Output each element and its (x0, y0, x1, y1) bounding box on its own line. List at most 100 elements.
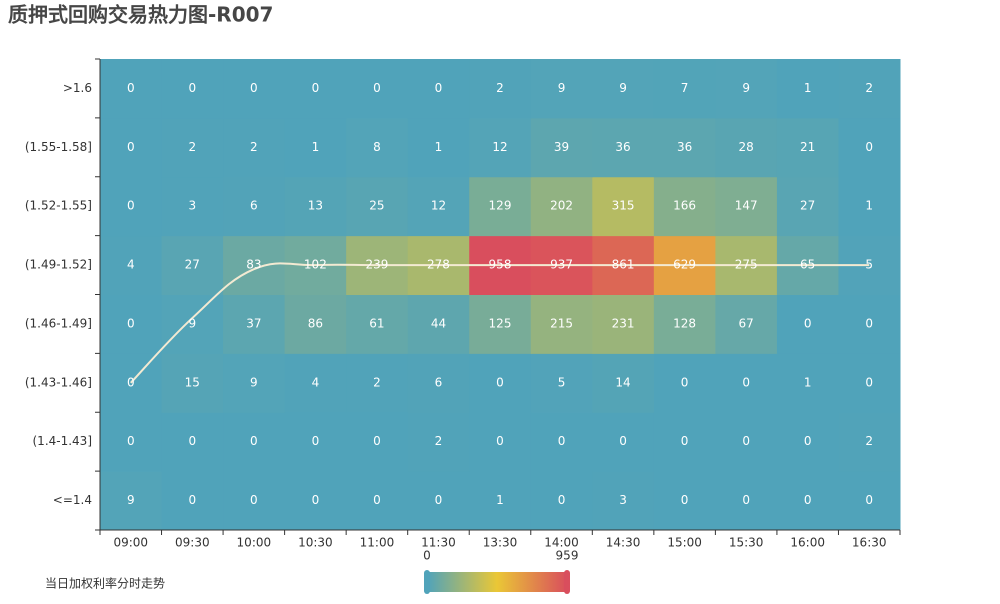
heat-cell (715, 59, 778, 119)
heat-cell (838, 294, 901, 354)
heat-cell (530, 294, 593, 354)
heat-cell (592, 353, 655, 413)
heat-cell (776, 59, 839, 119)
cell-label: 937 (550, 258, 573, 272)
heat-cell (407, 412, 470, 472)
cell-label: 0 (865, 375, 873, 389)
cell-label: 0 (681, 493, 689, 507)
heat-cell (469, 117, 532, 178)
cell-label: 231 (612, 316, 635, 330)
visual-map-handle[interactable] (564, 570, 570, 594)
cell-label: 0 (742, 493, 750, 507)
cell-label: 44 (431, 316, 446, 330)
heat-cell (715, 353, 778, 413)
cell-label: 0 (804, 434, 812, 448)
cell-label: 0 (435, 493, 443, 507)
cell-label: 1 (804, 81, 812, 95)
heat-cell (776, 176, 839, 237)
cell-label: 1 (312, 140, 320, 154)
cell-label: 25 (369, 199, 384, 213)
y-tick-label: (1.52-1.55] (25, 199, 92, 213)
heat-cell (100, 117, 163, 178)
heat-cell (530, 117, 593, 178)
cell-label: 2 (373, 375, 381, 389)
cell-label: 7 (681, 81, 689, 95)
heat-cell (100, 59, 163, 119)
heat-cell (100, 294, 163, 354)
cell-label: 0 (619, 434, 627, 448)
cell-label: 5 (558, 375, 566, 389)
heat-cell (284, 117, 347, 178)
heat-cell (715, 471, 778, 531)
y-tick-label: (1.55-1.58] (25, 140, 92, 154)
heat-cell (776, 117, 839, 178)
visual-map-min: 0 (423, 549, 431, 563)
heat-cell (469, 353, 532, 413)
cell-label: 0 (312, 434, 320, 448)
heat-cell (346, 294, 409, 354)
x-tick-label: 15:00 (667, 536, 702, 550)
visual-map-max: 959 (556, 549, 579, 563)
cell-label: 202 (550, 199, 573, 213)
heat-cell (838, 412, 901, 472)
cell-label: 128 (673, 316, 696, 330)
heat-cell (223, 353, 286, 413)
cell-label: 0 (127, 375, 135, 389)
cell-label: 147 (735, 199, 758, 213)
cell-label: 2 (188, 140, 196, 154)
cell-label: 0 (127, 140, 135, 154)
cell-label: 0 (188, 81, 196, 95)
heat-cell (223, 117, 286, 178)
x-tick-label: 15:30 (729, 536, 764, 550)
cell-label: 1 (804, 375, 812, 389)
x-tick-label: 14:00 (544, 536, 579, 550)
heat-cell (592, 412, 655, 472)
x-tick-label: 10:00 (237, 536, 272, 550)
heat-cell (838, 471, 901, 531)
heat-cell (284, 294, 347, 354)
heat-cell (161, 59, 224, 119)
y-tick-label: (1.4-1.43] (33, 434, 93, 448)
cell-label: 0 (496, 434, 504, 448)
cell-label: 13 (308, 199, 323, 213)
cell-label: 0 (312, 493, 320, 507)
cell-label: 315 (612, 199, 635, 213)
cell-label: 102 (304, 258, 327, 272)
heat-cell (161, 471, 224, 531)
heat-cell (223, 59, 286, 119)
heat-cell (776, 471, 839, 531)
visual-map-bar[interactable] (427, 572, 567, 592)
x-tick-label: 16:30 (852, 536, 887, 550)
cell-label: 21 (800, 140, 815, 154)
cell-label: 0 (373, 81, 381, 95)
cell-label: 0 (742, 375, 750, 389)
heat-cell (346, 412, 409, 472)
cell-label: 9 (250, 375, 258, 389)
heat-cell (284, 59, 347, 119)
cell-label: 5 (865, 258, 873, 272)
cell-label: 0 (558, 434, 566, 448)
x-tick-label: 11:00 (360, 536, 395, 550)
heat-cell (653, 412, 716, 472)
cell-label: 6 (250, 199, 258, 213)
heat-cell (161, 235, 224, 295)
cell-label: 0 (127, 434, 135, 448)
visual-map-handle[interactable] (424, 570, 430, 594)
cell-label: 36 (615, 140, 630, 154)
legend-label[interactable]: 当日加权利率分时走势 (45, 576, 165, 591)
cell-label: 0 (312, 81, 320, 95)
cell-label: 2 (435, 434, 443, 448)
heat-cell (592, 59, 655, 119)
cell-label: 67 (739, 316, 754, 330)
heat-cell (100, 176, 163, 237)
heat-cell (592, 117, 655, 178)
cell-label: 27 (800, 199, 815, 213)
x-tick-label: 11:30 (421, 536, 456, 550)
cell-label: 215 (550, 316, 573, 330)
cell-label: 0 (865, 316, 873, 330)
heat-cell (715, 412, 778, 472)
heat-cell (530, 176, 593, 237)
cell-label: 0 (127, 199, 135, 213)
cell-label: 0 (681, 375, 689, 389)
heat-cell (838, 353, 901, 413)
